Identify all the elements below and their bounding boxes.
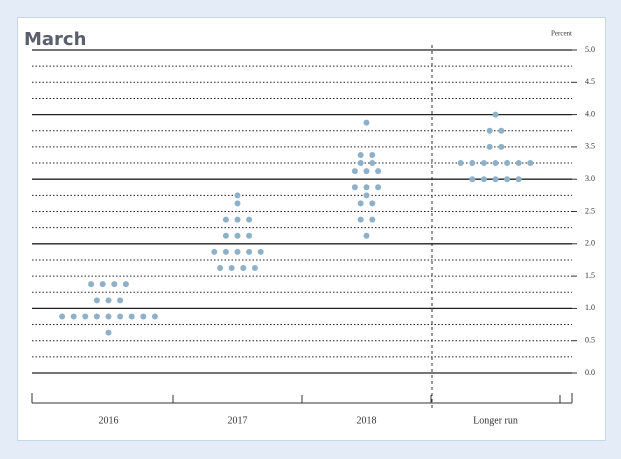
y-tick-label: 3.0 — [585, 174, 595, 183]
dot — [82, 313, 89, 320]
dot — [70, 313, 77, 320]
y-tick-label: 4.5 — [585, 77, 595, 86]
y-tick-label: 2.5 — [585, 206, 595, 215]
dot — [111, 281, 118, 288]
dot — [351, 184, 358, 191]
dot — [128, 313, 135, 320]
dot — [492, 176, 499, 183]
dot — [469, 176, 476, 183]
dot — [469, 160, 476, 167]
y-tick-label: 0.0 — [585, 368, 595, 377]
dot — [122, 281, 129, 288]
dot — [492, 160, 499, 167]
dot — [151, 313, 158, 320]
dot — [363, 232, 370, 239]
x-tick-label: 2018 — [357, 415, 377, 426]
dot — [105, 313, 112, 320]
dot — [93, 297, 100, 304]
dot — [222, 248, 229, 255]
y-tick-label: 3.5 — [585, 142, 595, 151]
dot — [246, 232, 253, 239]
dot — [234, 232, 241, 239]
y-tick-label: 5.0 — [585, 45, 595, 54]
dot — [486, 143, 493, 150]
y-tick-label: 1.5 — [585, 271, 595, 280]
dot — [257, 248, 264, 255]
dot — [369, 216, 376, 223]
dot — [492, 111, 499, 118]
dot — [234, 248, 241, 255]
dot — [363, 119, 370, 126]
y-tick-label: 1.0 — [585, 303, 595, 312]
dot — [222, 216, 229, 223]
dot — [59, 313, 66, 320]
dot — [363, 192, 370, 199]
dot — [211, 248, 218, 255]
dot — [234, 192, 241, 199]
dot — [99, 281, 106, 288]
dot — [375, 184, 382, 191]
y-tick-label: 0.5 — [585, 336, 595, 345]
y-tick-label: 2.0 — [585, 239, 595, 248]
dot — [140, 313, 147, 320]
dot — [515, 176, 522, 183]
dot — [234, 200, 241, 207]
y-axis-label: Percent — [551, 30, 572, 38]
dot — [457, 160, 464, 167]
dot — [480, 176, 487, 183]
y-tick-label: 4.0 — [585, 109, 595, 118]
x-tick-label: Longer run — [473, 415, 518, 426]
panel — [17, 17, 606, 441]
dot — [88, 281, 95, 288]
x-tick-label: 2016 — [99, 415, 119, 426]
dot — [504, 176, 511, 183]
dot — [246, 216, 253, 223]
dot — [357, 216, 364, 223]
dot — [527, 160, 534, 167]
dot — [222, 232, 229, 239]
dot — [498, 127, 505, 134]
dot — [369, 200, 376, 207]
dot — [357, 151, 364, 158]
dot — [498, 143, 505, 150]
dot — [363, 168, 370, 175]
dot — [357, 200, 364, 207]
dot — [234, 216, 241, 223]
dot — [351, 168, 358, 175]
dot — [369, 151, 376, 158]
dot — [251, 265, 258, 272]
dot — [363, 184, 370, 191]
dot — [375, 168, 382, 175]
dot — [246, 248, 253, 255]
dot — [217, 265, 224, 272]
dot — [105, 329, 112, 336]
dot — [486, 127, 493, 134]
dot — [105, 297, 112, 304]
dot — [240, 265, 247, 272]
dot — [504, 160, 511, 167]
dot — [117, 313, 124, 320]
dot — [480, 160, 487, 167]
dot — [93, 313, 100, 320]
dot — [369, 160, 376, 167]
dot — [228, 265, 235, 272]
dot — [117, 297, 124, 304]
dot — [357, 160, 364, 167]
dot — [515, 160, 522, 167]
chart-title: March — [24, 29, 86, 50]
x-tick-label: 2017 — [228, 415, 248, 426]
